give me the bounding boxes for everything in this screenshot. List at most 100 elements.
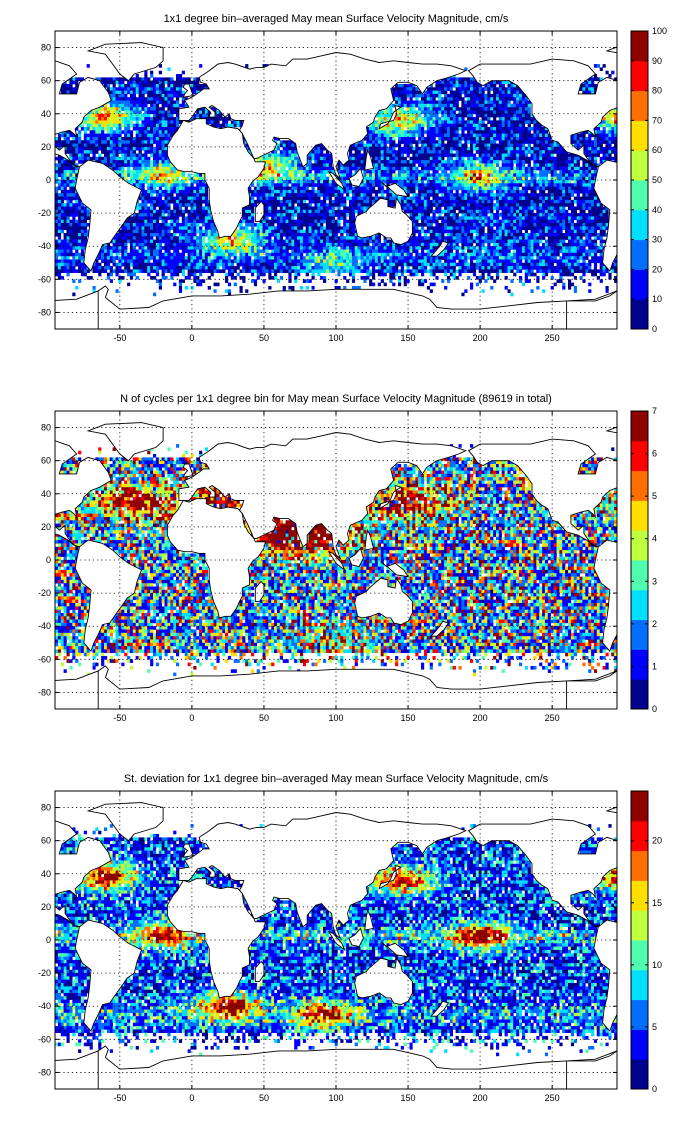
- heatmap-cell: [441, 176, 445, 181]
- heatmap-cell: [132, 170, 136, 174]
- heatmap-cell: [380, 173, 384, 178]
- heatmap-cell: [181, 183, 185, 187]
- heatmap-cell: [271, 166, 275, 171]
- heatmap-cell: [591, 209, 595, 214]
- heatmap-cell: [426, 123, 430, 128]
- heatmap-cell: [426, 90, 430, 95]
- heatmap-cell: [605, 213, 609, 217]
- heatmap-cell: [423, 150, 428, 154]
- heatmap-cell: [132, 180, 136, 184]
- heatmap-cell: [187, 173, 191, 178]
- heatmap-cell: [432, 103, 436, 108]
- heatmap-cell: [178, 209, 183, 214]
- heatmap-cell: [176, 84, 180, 88]
- heatmap-cell: [265, 189, 269, 194]
- heatmap-cell: [141, 180, 145, 184]
- heatmap-cell: [383, 153, 387, 158]
- heatmap-cell: [455, 117, 459, 121]
- heatmap-cell: [513, 97, 517, 101]
- heatmap-cell: [106, 120, 111, 125]
- heatmap-cell: [423, 193, 428, 197]
- heatmap-cell: [458, 80, 462, 85]
- heatmap-cell: [475, 103, 479, 108]
- heatmap-cell: [533, 153, 537, 158]
- heatmap-cell: [178, 120, 183, 125]
- heatmap-cell: [141, 176, 145, 181]
- heatmap-cell: [282, 213, 286, 217]
- heatmap-cell: [328, 209, 332, 214]
- heatmap-cell: [80, 213, 85, 217]
- heatmap-cell: [285, 150, 289, 154]
- heatmap-cell: [429, 127, 433, 131]
- heatmap-cell: [484, 203, 488, 207]
- heatmap-cell: [539, 196, 543, 201]
- heatmap-cell: [115, 103, 119, 108]
- heatmap-cell: [112, 156, 116, 161]
- heatmap-cell: [501, 156, 505, 161]
- heatmap-cell: [438, 87, 442, 91]
- heatmap-cell: [89, 133, 93, 138]
- heatmap-cell: [409, 143, 413, 148]
- heatmap-cell: [202, 213, 206, 217]
- heatmap-cell: [507, 107, 511, 111]
- heatmap-cell: [455, 180, 459, 184]
- heatmap-cell: [553, 176, 557, 181]
- heatmap-cell: [475, 97, 479, 101]
- heatmap-cell: [164, 120, 168, 125]
- heatmap-cell: [409, 206, 413, 211]
- heatmap-cell: [493, 130, 497, 134]
- heatmap-cell: [444, 180, 448, 184]
- heatmap-cell: [455, 84, 459, 88]
- heatmap-cell: [196, 87, 200, 91]
- heatmap-cell: [400, 153, 404, 158]
- heatmap-cell: [400, 107, 404, 111]
- heatmap-cell: [464, 67, 468, 72]
- heatmap-cell: [487, 117, 491, 121]
- heatmap-cell: [481, 146, 485, 151]
- heatmap-cell: [363, 150, 367, 154]
- heatmap-cell: [438, 130, 442, 134]
- heatmap-cell: [242, 213, 246, 217]
- heatmap-cell: [403, 103, 407, 108]
- heatmap-cell: [63, 170, 67, 174]
- heatmap-cell: [536, 127, 540, 131]
- heatmap-cell: [432, 180, 436, 184]
- heatmap-cell: [164, 170, 168, 174]
- heatmap-cell: [582, 176, 586, 181]
- heatmap-cell: [386, 173, 390, 178]
- heatmap-cell: [302, 173, 307, 178]
- heatmap-cell: [412, 163, 416, 168]
- heatmap-cell: [519, 143, 523, 148]
- heatmap-cell: [167, 180, 171, 184]
- heatmap-cell: [510, 130, 514, 134]
- heatmap-cell: [544, 196, 549, 201]
- heatmap-cell: [461, 97, 465, 101]
- heatmap-cell: [501, 113, 505, 118]
- heatmap-cell: [380, 113, 384, 118]
- heatmap-cell: [582, 206, 586, 211]
- heatmap-cell: [519, 110, 523, 115]
- heatmap-cell: [444, 143, 448, 148]
- heatmap-cell: [475, 213, 479, 217]
- heatmap-cell: [83, 137, 87, 141]
- heatmap-cell: [158, 107, 162, 111]
- heatmap-cell: [302, 193, 307, 197]
- heatmap-cell: [504, 163, 508, 168]
- heatmap-cell: [150, 93, 154, 98]
- heatmap-cell: [475, 196, 479, 201]
- heatmap-cell: [268, 193, 272, 197]
- heatmap-cell: [300, 163, 304, 168]
- heatmap-cell: [343, 176, 347, 181]
- heatmap-cell: [138, 193, 142, 197]
- heatmap-cell: [475, 110, 479, 115]
- heatmap-cell: [547, 137, 551, 141]
- heatmap-cell: [521, 97, 526, 101]
- heatmap-cell: [132, 87, 136, 91]
- heatmap-cell: [403, 160, 407, 164]
- heatmap-cell: [144, 70, 148, 75]
- heatmap-cell: [570, 153, 575, 158]
- heatmap-cell: [470, 150, 474, 154]
- heatmap-cell: [236, 120, 240, 125]
- heatmap-cell: [487, 97, 491, 101]
- heatmap-cell: [127, 133, 131, 138]
